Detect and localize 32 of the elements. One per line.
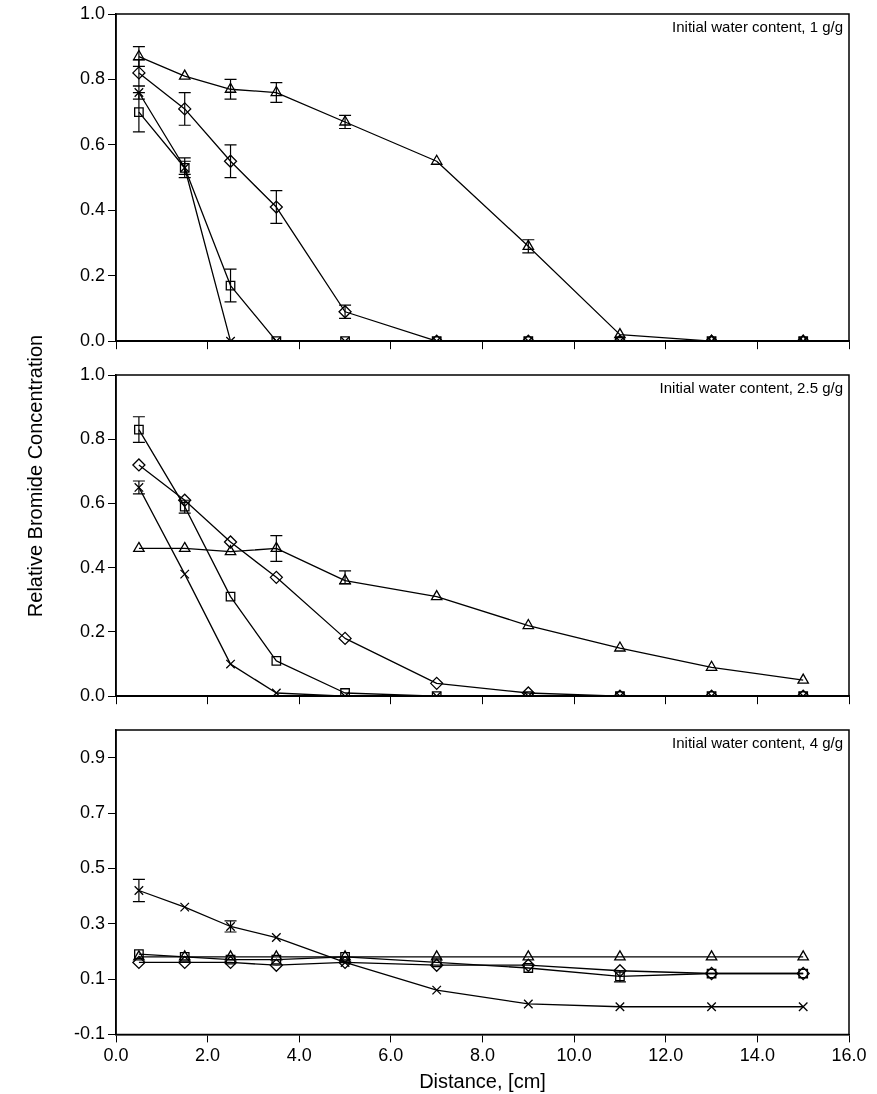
y-tick-label: 0.8 <box>79 68 105 89</box>
y-tick-label: 0.4 <box>79 199 105 220</box>
x-tick-label: 2.0 <box>195 1045 221 1066</box>
x-tick-label: 6.0 <box>378 1045 404 1066</box>
y-tick-label: 0.3 <box>79 912 105 933</box>
x-axis-title: Distance, [cm] <box>419 1069 546 1092</box>
x-tick-label: 0.0 <box>103 1045 129 1066</box>
y-tick-label: 0.4 <box>79 556 105 577</box>
x-tick-label: 16.0 <box>831 1045 867 1066</box>
y-tick-label: 0.9 <box>79 746 105 767</box>
y-tick-label: 1.0 <box>79 363 105 384</box>
x-tick-label: 12.0 <box>648 1045 684 1066</box>
y-tick-label: 0.2 <box>79 620 105 641</box>
y-tick-label: 0.7 <box>79 801 105 822</box>
x-tick-label: 4.0 <box>286 1045 312 1066</box>
y-tick-label: -0.1 <box>73 1023 105 1044</box>
annotation: Initial water content, 4 g/g <box>672 733 843 751</box>
y-tick-label: 0.1 <box>79 968 105 989</box>
y-tick-label: 0.8 <box>79 428 105 449</box>
y-tick-label: 0.0 <box>79 685 105 706</box>
y-tick-label: 0.0 <box>79 330 105 351</box>
y-tick-label: 1.0 <box>79 2 105 23</box>
annotation: Initial water content, 1 g/g <box>672 17 843 35</box>
x-tick-label: 10.0 <box>556 1045 592 1066</box>
x-tick-label: 14.0 <box>739 1045 775 1066</box>
y-tick-label: 0.5 <box>79 857 105 878</box>
annotation: Initial water content, 2.5 g/g <box>659 378 843 396</box>
y-tick-label: 0.6 <box>79 133 105 154</box>
y-tick-label: 0.2 <box>79 264 105 285</box>
x-tick-label: 8.0 <box>469 1045 496 1066</box>
y-axis-title: Relative Bromide Concentration <box>23 333 47 619</box>
y-tick-label: 0.6 <box>79 492 105 513</box>
